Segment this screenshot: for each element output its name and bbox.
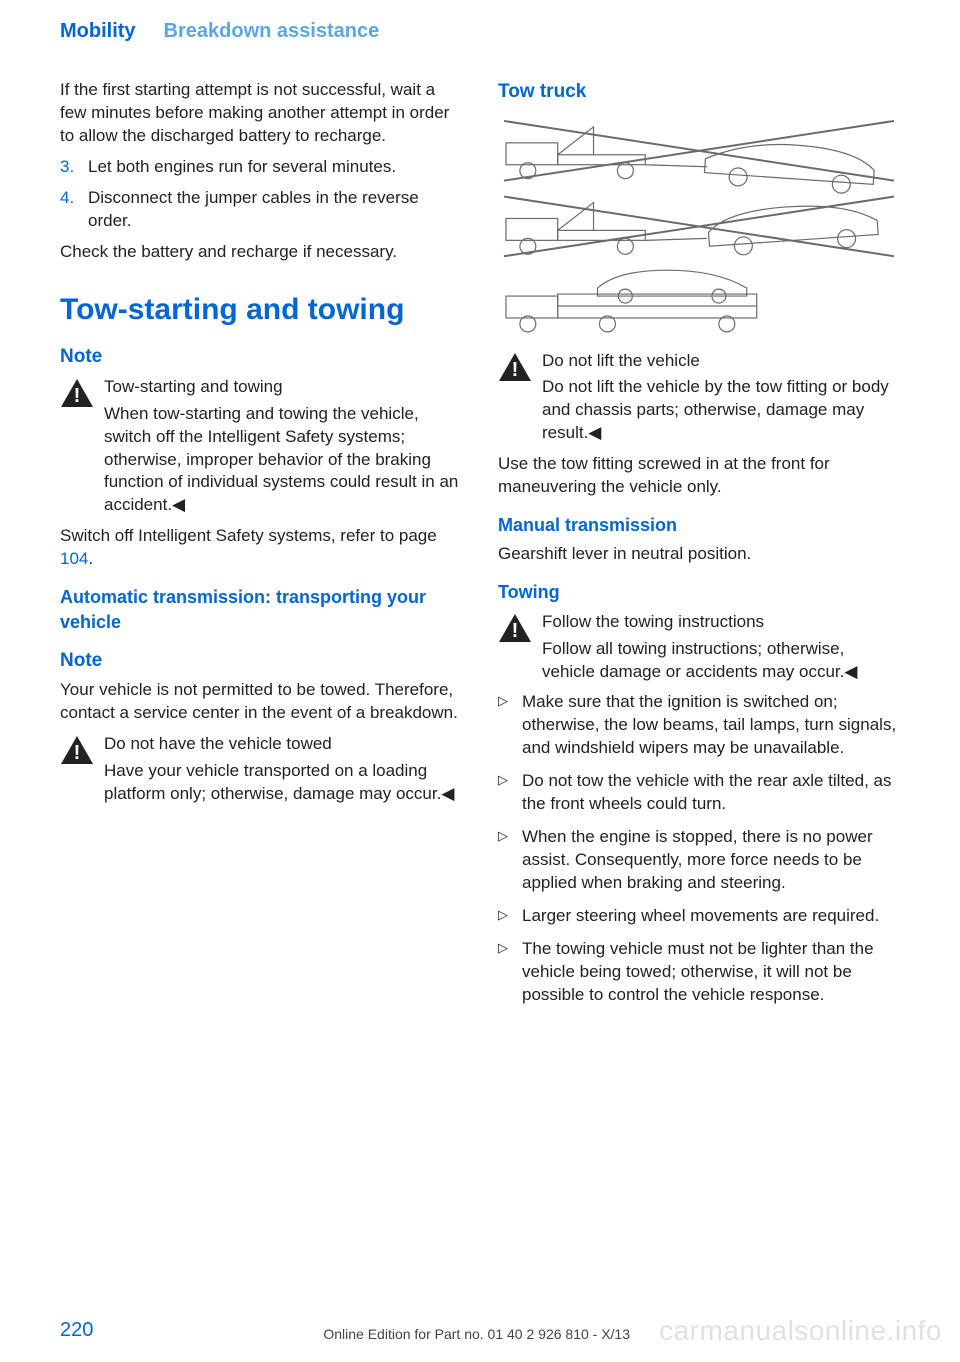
page-header: Mobility Breakdown assistance [0, 0, 960, 59]
step-4: 4. Disconnect the jumper cables in the r… [60, 187, 462, 233]
warning-block-1: ! Tow-starting and towing When tow-start… [60, 376, 462, 518]
warning-icon: ! [498, 352, 532, 382]
step-number: 3. [60, 156, 74, 179]
auto-transmission-heading: Automatic transmission: transporting you… [60, 585, 462, 634]
left-column: If the first starting attempt is not suc… [60, 79, 462, 1017]
step-text: Disconnect the jumper cables in the re­v… [88, 188, 419, 230]
xref-prefix: Switch off Intelligent Safety systems, r… [60, 526, 437, 545]
bullet-text: Larger steering wheel movements are re­q… [522, 906, 879, 925]
tow-truck-heading: Tow truck [498, 79, 900, 105]
note2-paragraph: Your vehicle is not permitted to be towe… [60, 679, 462, 725]
manual-transmission-heading: Manual transmission [498, 513, 900, 537]
warning-title: Do not have the vehicle towed [104, 733, 462, 756]
bullet-text: The towing vehicle must not be lighter t… [522, 939, 874, 1004]
xref-suffix: . [88, 549, 93, 568]
warning-block-2: ! Do not have the vehicle towed Have you… [60, 733, 462, 806]
step-text: Let both engines run for several minutes… [88, 157, 396, 176]
svg-text:!: ! [74, 385, 81, 407]
step-number: 4. [60, 187, 74, 210]
after-steps-paragraph: Check the battery and recharge if necess… [60, 241, 462, 264]
warning-title: Tow-starting and towing [104, 376, 462, 399]
list-item: Do not tow the vehicle with the rear axl… [498, 770, 900, 816]
warning-icon: ! [60, 735, 94, 765]
step-3: 3. Let both engines run for several minu… [60, 156, 462, 179]
towing-bullet-list: Make sure that the ignition is switched … [498, 691, 900, 1006]
bullet-text: Make sure that the ignition is switched … [522, 692, 896, 757]
list-item: When the engine is stopped, there is no … [498, 826, 900, 895]
note-heading: Note [60, 344, 462, 370]
warning-body: Do not lift the vehicle by the tow fitti… [542, 377, 889, 442]
warning-body: Have your vehicle transported on a load­… [104, 761, 454, 803]
towing-heading: Towing [498, 580, 900, 604]
page-number: 220 [60, 1317, 93, 1344]
warning-body-lead: When tow-starting and towing the vehi­cl… [104, 404, 458, 515]
manual-transmission-body: Gearshift lever in neutral position. [498, 543, 900, 566]
tow-fitting-paragraph: Use the tow fitting screwed in at the fr… [498, 453, 900, 499]
page-body: If the first starting attempt is not suc… [0, 59, 960, 1017]
bullet-text: When the engine is stopped, there is no … [522, 827, 873, 892]
warning-icon: ! [498, 613, 532, 643]
list-item: The towing vehicle must not be lighter t… [498, 938, 900, 1007]
warning-block-lift: ! Do not lift the vehicle Do not lift th… [498, 350, 900, 446]
warning-body: Follow all towing instructions; otherwis… [542, 639, 857, 681]
list-item: Make sure that the ignition is switched … [498, 691, 900, 760]
warning-title: Follow the towing instructions [542, 611, 900, 634]
note-heading-2: Note [60, 648, 462, 674]
header-category: Mobility [60, 18, 136, 45]
edition-line: Online Edition for Part no. 01 40 2 926 … [323, 1325, 630, 1344]
tow-truck-figure [498, 111, 900, 340]
svg-text:!: ! [512, 620, 519, 642]
right-column: Tow truck [498, 79, 900, 1017]
header-subcategory: Breakdown assistance [164, 18, 380, 45]
xref-page-link[interactable]: 104 [60, 549, 88, 568]
cross-reference: Switch off Intelligent Safety systems, r… [60, 525, 462, 571]
svg-text:!: ! [512, 359, 519, 381]
section-title-tow-starting: Tow-starting and towing [60, 290, 462, 331]
svg-text:!: ! [74, 742, 81, 764]
bullet-text: Do not tow the vehicle with the rear axl… [522, 771, 891, 813]
warning-icon: ! [60, 378, 94, 408]
intro-paragraph: If the first starting attempt is not suc… [60, 79, 462, 148]
list-item: Larger steering wheel movements are re­q… [498, 905, 900, 928]
warning-title: Do not lift the vehicle [542, 350, 900, 373]
warning-block-towing: ! Follow the towing instructions Follow … [498, 611, 900, 684]
page-footer: 220 Online Edition for Part no. 01 40 2 … [60, 1317, 900, 1344]
